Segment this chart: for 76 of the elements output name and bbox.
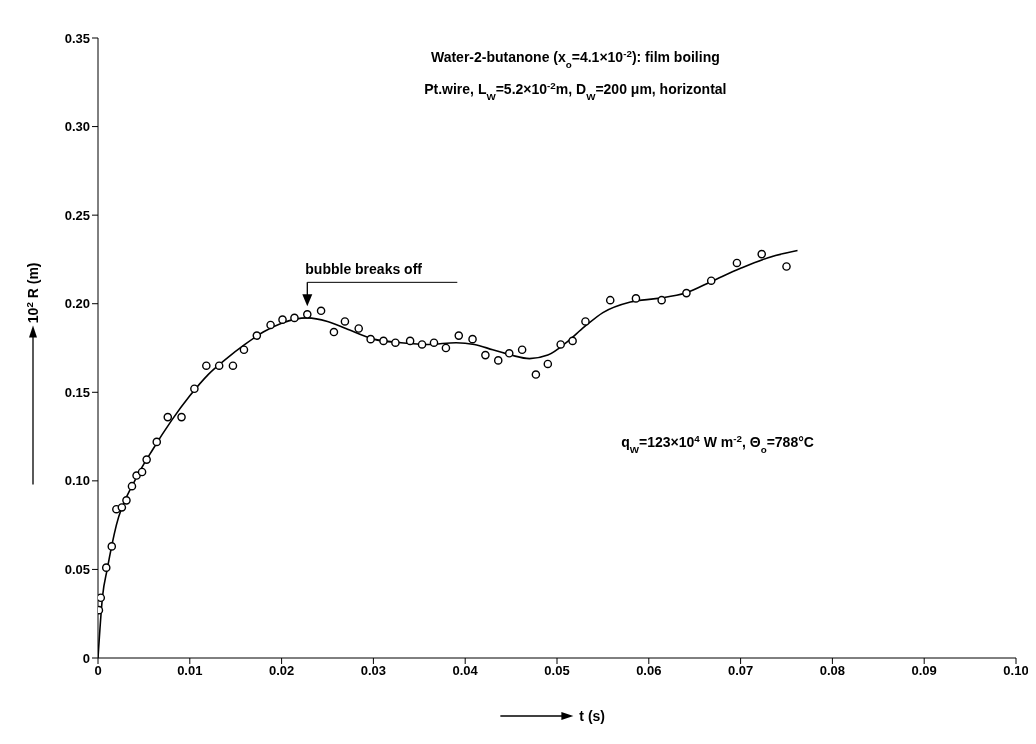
point	[504, 349, 514, 358]
y-tick-label: 0.30	[64, 119, 90, 135]
point	[239, 345, 249, 355]
text: Water-2-butanone (x$_{o}$=4.1×10$^{-2}$): film boiling	[430, 47, 720, 70]
y-tick-label: 0.10	[64, 473, 90, 489]
y-tick-label: 0.20	[64, 296, 90, 312]
point	[202, 361, 211, 371]
text: q$_{W}$=123×10$^{4}$ W m$^{-2}$, Θ$_{o}$=788°C	[621, 432, 814, 455]
text: Pt.wire, L$_{W}$=5.2×10$^{-2}$m, D$_{W}$=200 μm, horizontal	[424, 79, 727, 102]
point	[132, 471, 141, 480]
point	[543, 359, 553, 369]
point	[329, 327, 339, 337]
point	[657, 295, 666, 305]
x-axis-title: t (s)	[579, 708, 606, 724]
point	[441, 343, 451, 353]
point	[581, 317, 590, 326]
point	[177, 412, 186, 422]
point	[107, 542, 117, 551]
point	[556, 340, 565, 349]
point	[391, 338, 400, 347]
x-tick-label: 0.07	[727, 663, 754, 679]
point	[682, 288, 691, 298]
point	[142, 455, 151, 464]
point	[454, 331, 464, 340]
point	[266, 320, 275, 330]
point	[417, 340, 427, 349]
point	[757, 249, 767, 259]
point	[98, 593, 106, 603]
x-tick-label: 0.03	[360, 663, 387, 679]
annotation: bubble breaks off	[305, 261, 423, 278]
point	[137, 467, 147, 477]
x-tick-label: 0.04	[452, 663, 479, 679]
y-tick-label: 0.15	[64, 384, 90, 400]
x-tick-label: 0	[94, 663, 102, 679]
point	[214, 361, 224, 371]
point	[252, 331, 262, 340]
point	[379, 336, 388, 346]
point	[782, 262, 791, 271]
y-tick-label: 0.05	[64, 562, 90, 578]
y-tick-label: 0.35	[64, 30, 90, 46]
point	[228, 361, 238, 371]
point	[117, 503, 127, 512]
point	[429, 338, 439, 347]
point	[605, 295, 615, 305]
y-tick-label: 0	[82, 650, 90, 666]
point	[493, 356, 503, 365]
point	[340, 317, 350, 326]
point	[101, 563, 111, 572]
x-tick-label: 0.06	[636, 663, 662, 679]
point	[354, 324, 364, 333]
point	[190, 384, 199, 394]
point	[517, 345, 527, 355]
point	[732, 258, 742, 268]
y-tick-label: 0.25	[64, 207, 90, 223]
x-tick-label: 0.02	[268, 663, 295, 679]
point	[127, 481, 137, 491]
point	[163, 412, 173, 422]
point	[316, 306, 326, 316]
point	[303, 310, 312, 319]
x-tick-label: 0.08	[819, 663, 846, 679]
point	[568, 336, 577, 346]
x-tick-label: 0.01	[177, 663, 203, 679]
point	[278, 315, 287, 324]
point	[290, 313, 299, 323]
x-tick-label: 0.10	[1003, 663, 1029, 679]
point	[481, 350, 490, 360]
point	[706, 276, 716, 285]
point	[366, 334, 375, 344]
point	[468, 334, 477, 344]
point	[631, 294, 641, 303]
point	[531, 370, 541, 379]
x-tick-label: 0.05	[544, 663, 570, 679]
point	[152, 437, 162, 447]
x-tick-label: 0.09	[911, 663, 937, 679]
point	[405, 336, 415, 346]
point	[122, 496, 131, 505]
